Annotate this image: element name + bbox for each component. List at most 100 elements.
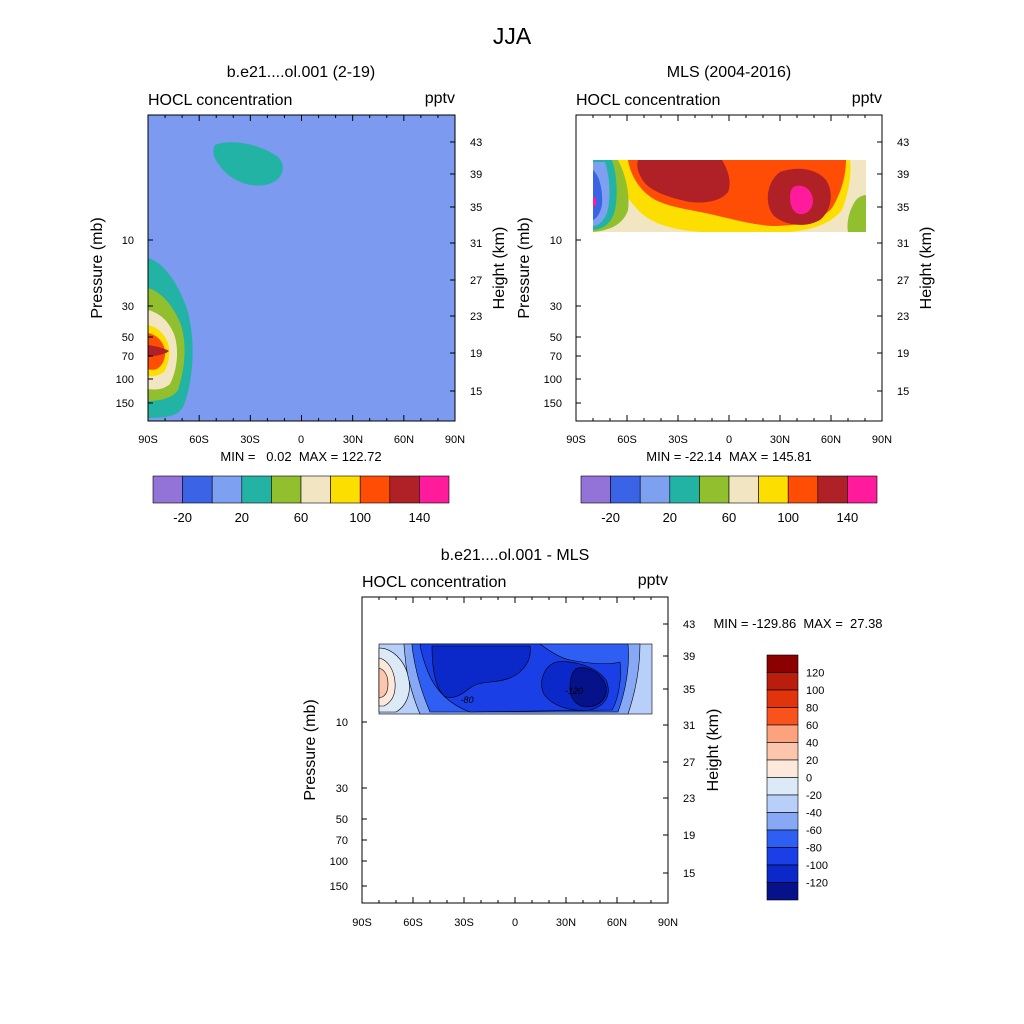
y-tick-label: 70 — [336, 835, 348, 847]
panel-model-colorbar: -20 20 60 100 140 — [152, 475, 450, 525]
panel-diff-height-label: Height (km) — [705, 709, 722, 792]
panel-model-title: b.e21....ol.001 (2-19) — [227, 64, 376, 81]
height-tick-label: 39 — [683, 651, 695, 663]
y-tick-label: 10 — [550, 235, 562, 247]
panel-diff-stats: MIN = -129.86 MAX = 27.38 — [713, 616, 882, 631]
panel-model-stats: MIN = 0.02 MAX = 122.72 — [220, 449, 381, 464]
panel-mls-height-axis: 43 39 35 31 27 23 19 15 Height (km) — [877, 137, 935, 398]
panel-model-left-label: HOCL concentration — [148, 92, 292, 109]
colorbar-label: 140 — [837, 510, 859, 525]
colorbar-swatch — [152, 475, 183, 504]
y-tick-label: 70 — [550, 351, 562, 363]
panel-model-x-axis: 90S 60S 30S 0 30N 60N 90N — [138, 115, 465, 446]
height-tick-label: 43 — [683, 619, 695, 631]
y-tick-label: 10 — [336, 717, 348, 729]
colorbar-swatch — [182, 475, 213, 504]
colorbar-label: 120 — [806, 668, 824, 680]
colorbar-label: -80 — [806, 843, 822, 855]
colorbar-label: 60 — [806, 720, 818, 732]
colorbar-label: 100 — [777, 510, 799, 525]
panel-diff-pressure-axis: 10 30 50 70 100 150 Pressure (mb) — [302, 699, 367, 893]
diff-navy-core — [569, 667, 607, 708]
model-upper-teal-blob — [213, 142, 283, 186]
figure-title: JJA — [493, 23, 532, 49]
colorbar-label: -120 — [806, 878, 828, 890]
y-tick-label: 100 — [116, 374, 134, 386]
x-tick-label: 30S — [454, 917, 474, 929]
colorbar-label: 20 — [663, 510, 677, 525]
contour-label: -120 — [565, 686, 583, 696]
y-tick-label: 30 — [550, 301, 562, 313]
colorbar-swatch — [766, 724, 799, 743]
mls-magenta-core — [790, 185, 813, 215]
colorbar-label: -60 — [806, 825, 822, 837]
panel-diff-units: pptv — [638, 572, 668, 589]
panel-diff-x-axis: 90S 60S 30S 0 30N 60N 90N — [352, 597, 678, 929]
colorbar-swatch — [817, 475, 848, 504]
x-tick-label: 30N — [556, 917, 576, 929]
colorbar-swatch — [766, 759, 799, 778]
x-tick-label: 90S — [566, 434, 586, 446]
height-tick-label: 43 — [897, 137, 909, 149]
colorbar-swatch — [766, 742, 799, 761]
colorbar-swatch — [419, 475, 450, 504]
colorbar-swatch — [766, 707, 799, 726]
colorbar-label: 100 — [806, 685, 824, 697]
panel-diff: b.e21....ol.001 - MLS HOCL concentration… — [302, 547, 883, 929]
colorbar-swatch — [330, 475, 361, 504]
panel-model-height-axis: 43 39 35 31 27 23 19 15 Height (km) — [450, 137, 508, 398]
panel-diff-plot-area — [362, 597, 668, 903]
colorbar-swatch — [766, 829, 799, 848]
y-tick-label: 100 — [544, 374, 562, 386]
colorbar-label: 20 — [235, 510, 249, 525]
colorbar-swatch — [728, 475, 759, 504]
colorbar-label: 20 — [806, 755, 818, 767]
colorbar-swatch — [766, 794, 799, 813]
height-tick-label: 19 — [683, 830, 695, 842]
panel-mls-x-axis: 90S 60S 30S 0 30N 60N 90N — [566, 115, 892, 446]
panel-mls-x-minor-ticks — [575, 115, 883, 421]
panel-mls-stats: MIN = -22.14 MAX = 145.81 — [646, 449, 811, 464]
x-tick-label: 30S — [240, 434, 260, 446]
panel-diff-title: b.e21....ol.001 - MLS — [441, 547, 590, 564]
colorbar-swatch — [847, 475, 878, 504]
y-tick-label: 150 — [330, 881, 348, 893]
height-tick-label: 27 — [897, 275, 909, 287]
height-tick-label: 19 — [897, 348, 909, 360]
y-tick-label: 70 — [122, 351, 134, 363]
panel-mls-title: MLS (2004-2016) — [667, 64, 792, 81]
model-background-band — [148, 115, 455, 421]
y-tick-label: 50 — [122, 332, 134, 344]
colorbar-label: -20 — [601, 510, 620, 525]
diff-salmon-west — [378, 667, 389, 699]
colorbar-swatch — [639, 475, 671, 504]
y-tick-label: 100 — [330, 856, 348, 868]
mls-dark-red-west — [637, 160, 730, 203]
height-tick-label: 39 — [897, 169, 909, 181]
colorbar-label: 100 — [349, 510, 371, 525]
height-tick-label: 15 — [897, 386, 909, 398]
x-tick-label: 0 — [298, 434, 304, 446]
y-tick-label: 30 — [336, 783, 348, 795]
colorbar-swatch — [758, 475, 789, 504]
colorbar-swatch — [766, 672, 799, 691]
colorbar-swatch — [580, 475, 611, 504]
height-tick-label: 35 — [683, 684, 695, 696]
colorbar-swatch — [389, 475, 420, 504]
height-tick-label: 35 — [470, 202, 482, 214]
colorbar-label: 0 — [806, 773, 812, 785]
colorbar-swatch — [669, 475, 700, 504]
colorbar-label: 60 — [294, 510, 308, 525]
colorbar-swatch — [610, 475, 641, 504]
colorbar-swatch — [787, 475, 819, 504]
height-tick-label: 43 — [470, 137, 482, 149]
panel-diff-height-axis: 43 39 35 31 27 23 19 15 Height (km) — [663, 619, 722, 880]
panel-model-x-minor-ticks — [147, 115, 456, 421]
mls-green-east — [847, 195, 866, 232]
colorbar-swatch — [241, 475, 272, 504]
colorbar-swatch — [766, 654, 799, 673]
colorbar-label: -20 — [806, 790, 822, 802]
x-tick-label: 60S — [189, 434, 209, 446]
height-tick-label: 23 — [683, 793, 695, 805]
panel-diff-left-label: HOCL concentration — [362, 574, 506, 591]
